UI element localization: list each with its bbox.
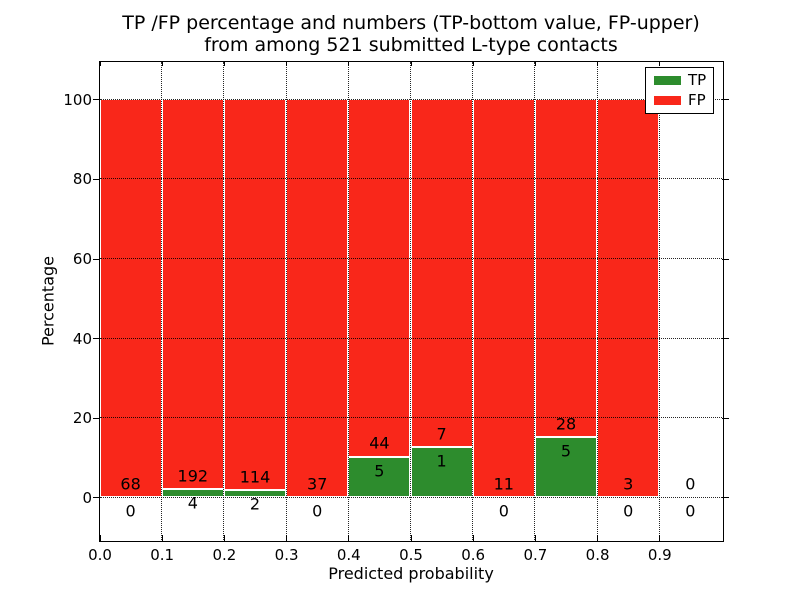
y-tick-mark-right (722, 497, 729, 499)
bar-tp-segment (534, 436, 598, 498)
x-tick-label: 0.2 (212, 546, 237, 564)
bar-label-tp: 5 (374, 461, 385, 481)
y-tick-label: 60 (72, 250, 92, 269)
bar-fp-segment (99, 99, 162, 498)
y-tick-mark-right (722, 258, 729, 260)
x-tick-mark-top (161, 61, 163, 66)
bar-fp-segment (597, 99, 660, 498)
bar-fp-segment (223, 99, 287, 491)
bar-label-tp: 4 (187, 493, 198, 513)
y-tick-mark (93, 178, 100, 180)
bar-fp-segment (161, 99, 224, 490)
chart-title-line1: TP /FP percentage and numbers (TP-bottom… (122, 12, 700, 34)
x-tick-mark (472, 534, 474, 541)
x-tick-mark (161, 534, 163, 541)
bar-label-fp: 192 (177, 466, 209, 486)
y-tick-mark (93, 338, 100, 340)
y-tick-label: 100 (63, 90, 92, 109)
bar-label-fp: 44 (369, 433, 390, 453)
x-tick-mark (534, 534, 536, 541)
bar-label-tp: 0 (312, 501, 323, 521)
bar-label-fp: 0 (685, 474, 696, 494)
y-tick-mark-right (722, 338, 729, 340)
y-tick-mark (93, 417, 100, 419)
x-tick-mark (223, 534, 225, 541)
x-tick-mark-top (348, 61, 350, 66)
x-tick-label: 0.8 (585, 546, 610, 564)
bar-label-tp: 1 (436, 451, 447, 471)
x-axis-label: Predicted probability (328, 564, 494, 583)
y-tick-mark (93, 258, 100, 260)
legend-row-tp: TP (654, 73, 708, 88)
bar-fp-segment (472, 99, 535, 498)
y-tick-mark-right (722, 417, 729, 419)
x-tick-label: 0.1 (150, 546, 175, 564)
bar-label-tp: 5 (560, 441, 572, 461)
x-tick-label: 0.5 (399, 546, 423, 564)
bar-label-fp: 37 (307, 474, 328, 494)
bar-label-fp: 114 (239, 467, 271, 487)
bar-label-tp: 0 (498, 501, 509, 521)
bar-label-tp: 0 (685, 501, 696, 521)
bar-fp-segment (348, 99, 411, 457)
x-tick-label: 0.0 (88, 546, 112, 564)
bar-tp-segment (161, 489, 224, 498)
y-tick-label: 80 (72, 170, 92, 189)
bar-label-fp: 3 (623, 474, 634, 494)
y-tick-label: 20 (72, 409, 92, 428)
bar-label-fp: 11 (493, 474, 514, 494)
y-tick-mark-right (722, 99, 729, 101)
x-tick-mark (286, 534, 288, 541)
x-tick-label: 0.7 (523, 546, 548, 564)
bar-label-tp: 0 (623, 501, 634, 521)
plot-area: 68 0 192 4 114 2 37 0 44 5 7 1 11 0 28 5 3 0 0 0 (98, 60, 724, 542)
x-tick-mark-top (99, 61, 101, 66)
x-tick-label: 0.3 (274, 546, 299, 564)
x-tick-mark-top (659, 61, 661, 66)
y-tick-label: 0 (82, 488, 92, 507)
bar-label-fp: 7 (436, 424, 447, 444)
chart-title: TP /FP percentage and numbers (TP-bottom… (100, 12, 722, 56)
x-tick-mark (597, 534, 599, 541)
legend: TP FP (645, 67, 714, 114)
y-tick-mark-right (722, 178, 729, 180)
x-tick-mark (348, 534, 350, 541)
legend-label-tp: TP (688, 71, 707, 90)
x-tick-mark-top (472, 61, 474, 66)
y-tick-mark (93, 497, 100, 499)
bar-tp-segment (410, 447, 473, 498)
chart-title-line2: from among 521 submitted L-type contacts (204, 34, 618, 56)
bar-fp-segment (286, 99, 349, 498)
x-tick-label: 0.9 (647, 546, 672, 564)
bar-fp-segment (410, 99, 473, 448)
bar-label-tp: 0 (125, 501, 136, 521)
bar-tp-segment (223, 490, 287, 498)
x-tick-mark-top (534, 61, 536, 66)
x-tick-mark (99, 534, 101, 541)
x-tick-mark-top (223, 61, 225, 66)
y-tick-mark (93, 99, 100, 101)
x-tick-mark-top (597, 61, 599, 66)
legend-swatch-fp (654, 95, 681, 105)
x-tick-mark (410, 534, 412, 541)
bar-label-fp: 28 (555, 414, 577, 434)
x-tick-mark-top (410, 61, 412, 66)
legend-row-fp: FP (654, 90, 708, 109)
y-tick-label: 40 (72, 329, 92, 348)
x-tick-mark-top (286, 61, 288, 66)
legend-swatch-tp (654, 76, 681, 86)
bar-fp-segment (534, 99, 598, 437)
bar-label-fp: 68 (120, 474, 141, 494)
x-tick-label: 0.6 (461, 546, 486, 564)
legend-label-fp: FP (688, 90, 706, 109)
x-tick-label: 0.4 (336, 546, 361, 564)
bar-tp-segment (348, 456, 411, 498)
bar-label-tp: 2 (249, 494, 261, 514)
x-tick-mark (659, 534, 661, 541)
